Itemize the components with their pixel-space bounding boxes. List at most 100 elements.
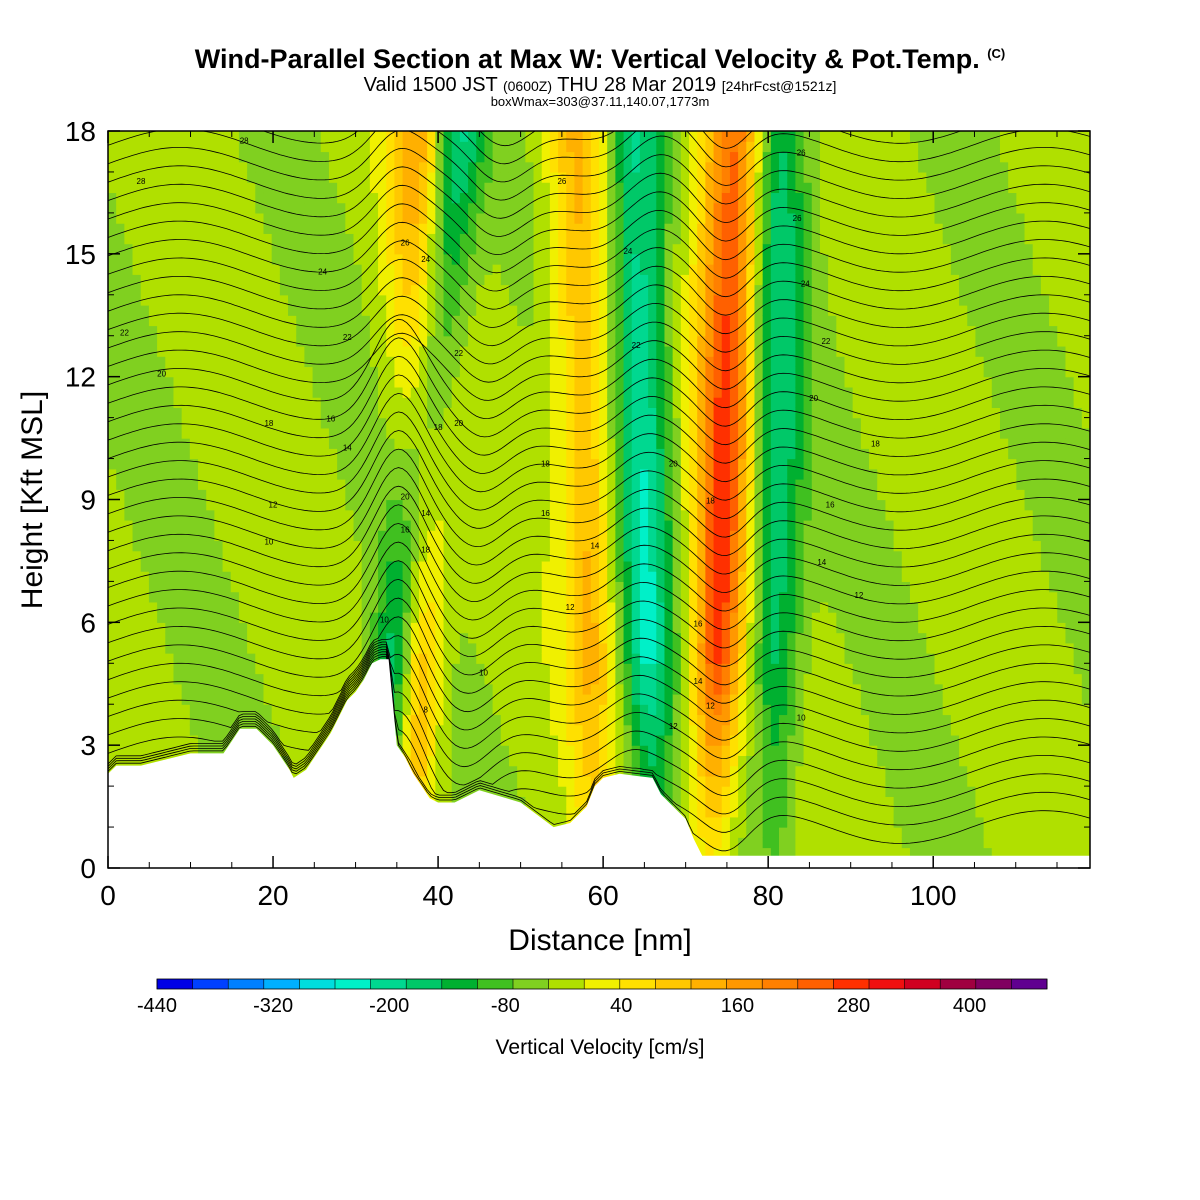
velocity-cell — [296, 509, 305, 521]
velocity-cell — [402, 438, 412, 449]
velocity-cell — [427, 591, 436, 603]
velocity-cell — [566, 509, 576, 521]
velocity-cell — [590, 724, 600, 736]
velocity-cell — [607, 673, 616, 685]
velocity-cell — [206, 591, 215, 603]
velocity-cell — [468, 315, 477, 327]
velocity-cell — [312, 407, 322, 419]
velocity-cell — [525, 345, 535, 357]
velocity-cell — [230, 560, 240, 572]
velocity-cell — [525, 366, 535, 378]
velocity-cell — [607, 397, 616, 408]
velocity-cell — [459, 151, 469, 163]
velocity-cell — [304, 642, 314, 654]
velocity-cell — [623, 489, 633, 501]
velocity-cell — [427, 519, 436, 531]
velocity-cell — [206, 673, 215, 685]
velocity-cell — [500, 755, 510, 767]
velocity-cell — [631, 376, 641, 388]
velocity-cell — [369, 468, 379, 480]
velocity-cell — [198, 499, 207, 511]
velocity-cell — [599, 407, 608, 419]
velocity-cell — [296, 151, 305, 163]
velocity-cell — [533, 376, 543, 388]
velocity-cell — [599, 335, 608, 347]
velocity-cell — [296, 560, 305, 572]
velocity-cell — [476, 642, 486, 654]
velocity-cell — [599, 612, 608, 623]
velocity-cell — [386, 315, 396, 327]
velocity-cell — [140, 141, 150, 153]
velocity-cell — [288, 274, 297, 286]
velocity-cell — [394, 131, 404, 142]
velocity-cell — [337, 305, 346, 316]
velocity-cell — [402, 151, 412, 163]
velocity-cell — [599, 499, 608, 511]
velocity-cell — [402, 622, 412, 634]
velocity-cell — [140, 427, 150, 439]
velocity-cell — [410, 407, 420, 419]
velocity-cell — [459, 223, 469, 234]
velocity-cell — [468, 141, 477, 153]
velocity-cell — [108, 233, 117, 245]
velocity-cell — [378, 530, 387, 542]
velocity-cell — [189, 284, 199, 296]
velocity-cell — [672, 775, 682, 787]
velocity-cell — [263, 294, 273, 306]
velocity-cell — [615, 734, 625, 746]
velocity-cell — [525, 714, 535, 726]
velocity-cell — [533, 642, 543, 654]
velocity-cell — [255, 663, 265, 675]
velocity-cell — [443, 540, 453, 552]
velocity-cell — [418, 755, 428, 767]
velocity-cell — [328, 427, 338, 439]
velocity-cell — [140, 632, 150, 644]
velocity-cell — [148, 407, 158, 419]
velocity-cell — [312, 499, 322, 511]
velocity-cell — [615, 151, 625, 163]
velocity-cell — [247, 161, 256, 173]
velocity-cell — [533, 653, 543, 664]
velocity-cell — [132, 427, 142, 439]
velocity-cell — [443, 417, 453, 429]
velocity-cell — [623, 632, 633, 644]
velocity-cell — [435, 601, 445, 613]
velocity-cell — [124, 264, 134, 275]
velocity-cell — [484, 540, 494, 552]
velocity-cell — [181, 479, 191, 490]
velocity-cell — [656, 438, 666, 449]
velocity-cell — [279, 161, 289, 173]
velocity-cell — [214, 530, 224, 542]
velocity-cell — [492, 724, 502, 736]
velocity-cell — [157, 550, 166, 562]
velocity-cell — [386, 397, 396, 408]
velocity-cell — [230, 612, 240, 623]
velocity-cell — [198, 376, 207, 388]
velocity-cell — [508, 345, 518, 357]
velocity-cell — [394, 479, 404, 490]
velocity-cell — [337, 509, 346, 521]
velocity-cell — [435, 724, 445, 736]
velocity-cell — [574, 274, 584, 286]
velocity-cell — [418, 233, 428, 245]
velocity-cell — [116, 653, 125, 664]
velocity-cell — [558, 755, 567, 767]
velocity-cell — [435, 407, 445, 419]
velocity-cell — [312, 182, 322, 194]
velocity-cell — [238, 294, 248, 306]
velocity-cell — [459, 427, 469, 439]
velocity-cell — [517, 397, 526, 408]
velocity-cell — [541, 796, 551, 808]
velocity-cell — [459, 499, 469, 511]
velocity-cell — [230, 519, 240, 531]
velocity-cell — [517, 212, 526, 224]
velocity-cell — [157, 683, 166, 695]
velocity-cell — [124, 673, 134, 685]
velocity-cell — [263, 612, 273, 623]
velocity-cell — [247, 642, 256, 654]
velocity-cell — [484, 356, 494, 368]
velocity-cell — [263, 519, 273, 531]
velocity-cell — [664, 141, 674, 153]
velocity-cell — [353, 202, 363, 214]
velocity-cell — [222, 212, 232, 224]
